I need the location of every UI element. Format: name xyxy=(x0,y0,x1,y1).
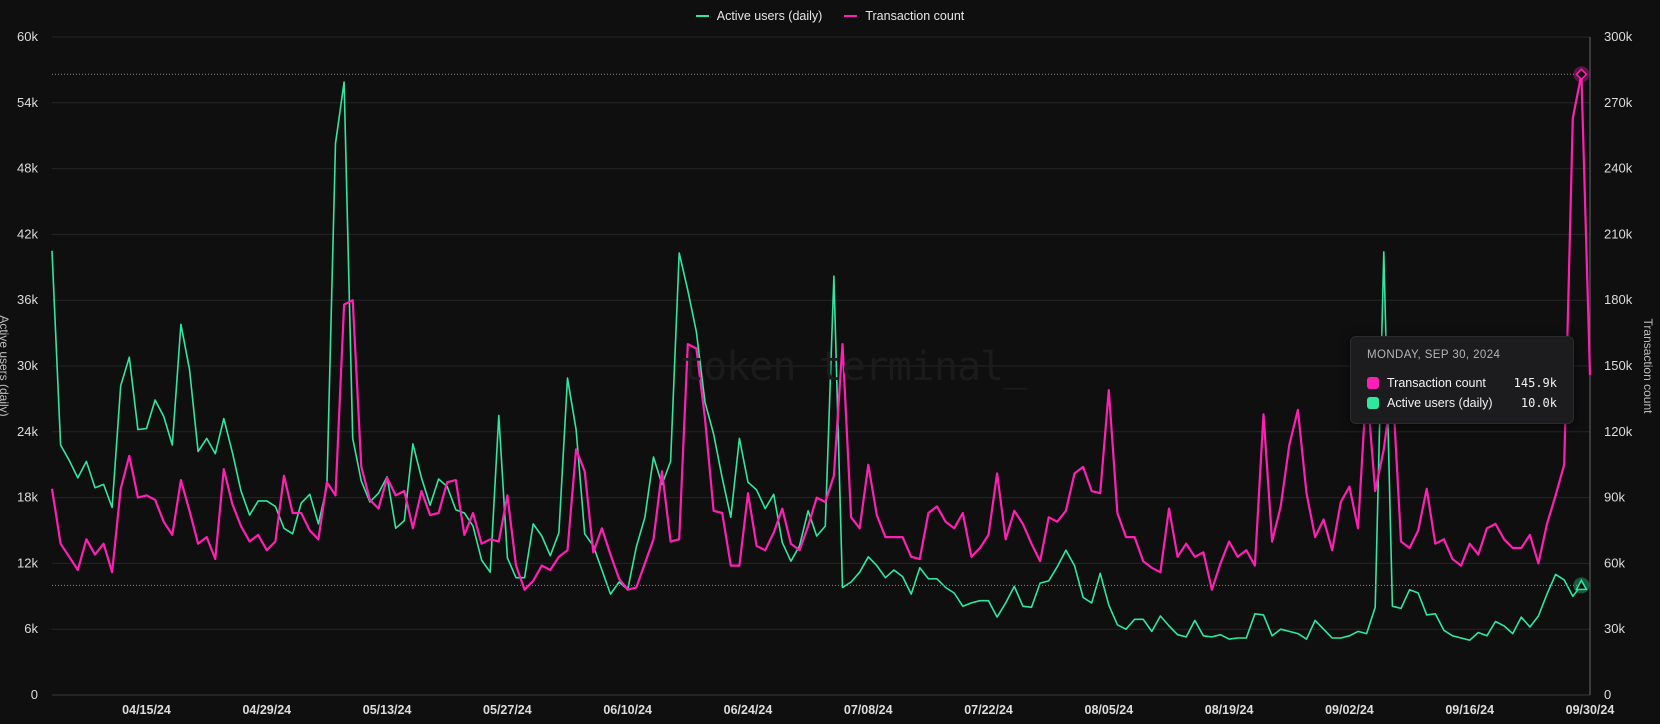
x-tick-label: 06/24/24 xyxy=(724,703,773,717)
y-left-tick-label: 0 xyxy=(31,687,38,702)
x-tick-label: 06/10/24 xyxy=(603,703,652,717)
tooltip-label-transaction-count: Transaction count xyxy=(1387,376,1486,390)
y-right-tick-label: 300k xyxy=(1604,29,1633,44)
x-tick-label: 07/22/24 xyxy=(964,703,1013,717)
legend-item-transaction-count[interactable]: Transaction count xyxy=(844,6,964,26)
tooltip-row-transaction-count: Transaction count 145.9k xyxy=(1367,374,1557,392)
y-left-tick-label: 24k xyxy=(17,424,38,439)
x-tick-label: 09/30/24 xyxy=(1566,703,1615,717)
series-line xyxy=(50,73,1592,591)
tooltip-row-active-users: Active users (daily) 10.0k xyxy=(1367,394,1557,412)
marker-transaction-count xyxy=(1575,68,1588,81)
y-right-tick-label: 240k xyxy=(1604,161,1633,176)
legend-item-active-users[interactable]: Active users (daily) xyxy=(695,6,823,26)
y-left-tick-label: 60k xyxy=(17,29,38,44)
x-tick-label: 08/19/24 xyxy=(1205,703,1254,717)
y-left-tick-label: 6k xyxy=(24,621,38,636)
y-right-tick-label: 30k xyxy=(1604,621,1625,636)
tooltip-value-transaction-count: 145.9k xyxy=(1513,376,1557,390)
y-right-tick-label: 150k xyxy=(1604,358,1633,373)
legend-swatch-active-users xyxy=(695,15,709,17)
marker-active-users xyxy=(1575,578,1588,591)
x-tick-label: 04/15/24 xyxy=(122,703,171,717)
legend: Active users (daily) Transaction count xyxy=(0,6,1660,26)
tooltip: MONDAY, SEP 30, 2024 Transaction count 1… xyxy=(1350,336,1574,424)
y-left-tick-label: 30k xyxy=(17,358,38,373)
watermark: token terminal_ xyxy=(680,344,1027,390)
axes: 0 0 6k 30k 12k 60k 18k 90k 24k 120k 30k 150k 36k 180k… xyxy=(0,29,1655,717)
y-right-tick-label: 120k xyxy=(1604,424,1633,439)
y-left-tick-label: 42k xyxy=(17,226,38,241)
hover-markers xyxy=(52,66,1590,594)
series-lines xyxy=(50,73,1592,642)
x-tick-label: 05/27/24 xyxy=(483,703,532,717)
legend-swatch-transaction-count xyxy=(844,15,858,17)
y-right-tick-label: 270k xyxy=(1604,95,1633,110)
x-tick-label: 04/29/24 xyxy=(242,703,291,717)
y-right-tick-label: 210k xyxy=(1604,226,1633,241)
y-left-tick-label: 12k xyxy=(17,555,38,570)
x-tick-label: 07/08/24 xyxy=(844,703,893,717)
legend-label-transaction-count: Transaction count xyxy=(865,9,965,23)
tooltip-value-active-users: 10.0k xyxy=(1520,396,1557,410)
tooltip-title: MONDAY, SEP 30, 2024 xyxy=(1367,349,1501,361)
x-tick-label: 09/02/24 xyxy=(1325,703,1374,717)
y-left-tick-label: 54k xyxy=(17,95,38,110)
tooltip-label-active-users: Active users (daily) xyxy=(1387,396,1493,410)
tooltip-swatch-transaction-count xyxy=(1367,377,1379,389)
x-tick-label: 05/13/24 xyxy=(363,703,412,717)
x-tick-label: 08/05/24 xyxy=(1085,703,1134,717)
y-right-axis-title: Transaction count xyxy=(1641,319,1655,415)
series-line xyxy=(51,81,1583,642)
y-right-tick-label: 90k xyxy=(1604,490,1625,505)
legend-label-active-users: Active users (daily) xyxy=(716,9,823,23)
y-right-tick-label: 60k xyxy=(1604,555,1625,570)
y-left-tick-label: 36k xyxy=(17,292,38,307)
grid-lines xyxy=(52,36,1590,696)
y-left-axis-title: Active users (daily) xyxy=(0,315,11,416)
tooltip-swatch-active-users xyxy=(1367,397,1379,409)
x-tick-label: 09/16/24 xyxy=(1445,703,1494,717)
y-right-tick-label: 0 xyxy=(1604,687,1611,702)
y-left-tick-label: 48k xyxy=(17,161,38,176)
y-right-tick-label: 180k xyxy=(1604,292,1633,307)
y-left-tick-label: 18k xyxy=(17,490,38,505)
